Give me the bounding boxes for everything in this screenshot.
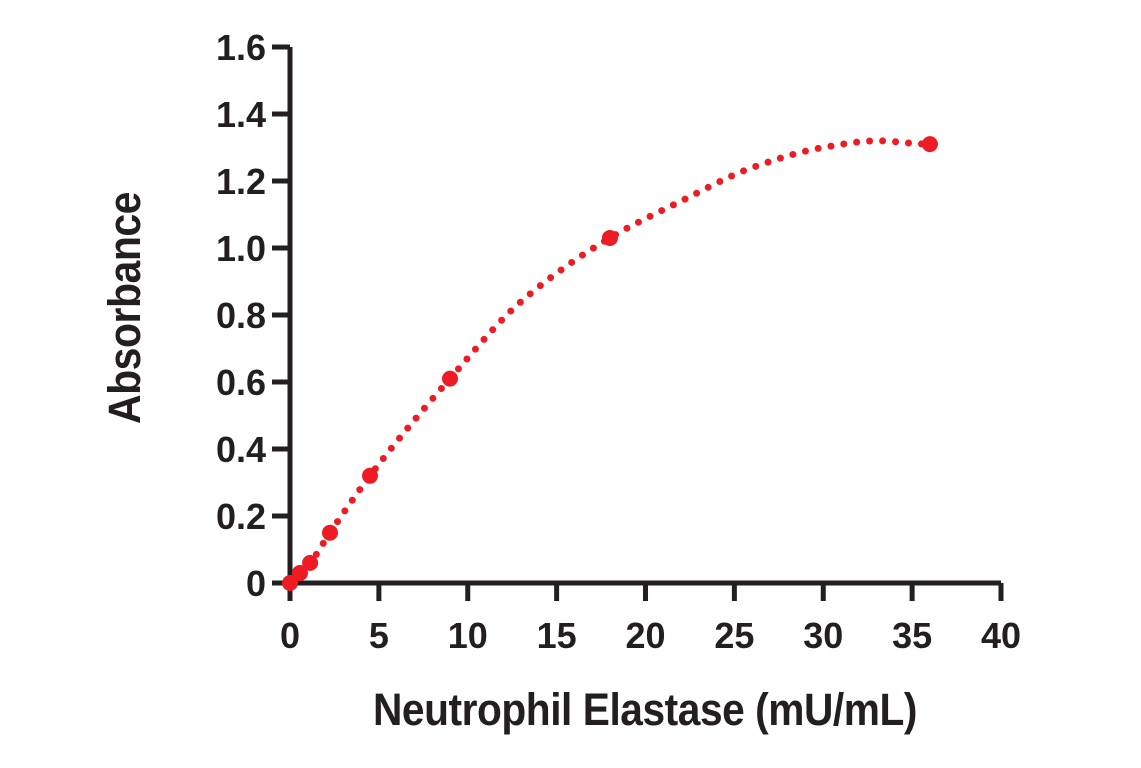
y-tick-label: 0 — [246, 563, 266, 604]
x-tick-label: 15 — [537, 615, 577, 656]
y-axis-title: Absorbance — [99, 192, 150, 424]
y-tick-label: 0.2 — [216, 496, 266, 537]
x-tick-label: 10 — [448, 615, 488, 656]
data-point — [601, 229, 618, 246]
x-tick-label: 35 — [892, 615, 932, 656]
y-tick-label: 0.4 — [216, 429, 266, 470]
x-tick-label: 40 — [981, 615, 1021, 656]
data-point — [302, 554, 319, 571]
trend-dotted-curve — [286, 137, 946, 587]
x-tick-label: 20 — [625, 615, 665, 656]
y-tick-label: 1.0 — [216, 228, 266, 269]
plot-area: 0 0.2 0.4 0.6 0.8 1.0 1.2 1.4 1.6 0 5 10 15 20 25 30 35 4… — [216, 27, 1021, 656]
y-tick-label: 1.2 — [216, 161, 266, 202]
x-tick-label: 25 — [714, 615, 754, 656]
y-tick-label: 1.4 — [216, 94, 266, 135]
data-point — [282, 575, 298, 591]
data-point — [321, 524, 338, 541]
x-tick-label: 0 — [280, 615, 300, 656]
x-axis-title: Neutrophil Elastase (mU/mL) — [373, 684, 917, 735]
data-point — [441, 370, 458, 387]
axis-spines — [287, 47, 1001, 586]
data-point — [361, 467, 378, 484]
data-point — [921, 136, 938, 153]
y-tick-label: 0.8 — [216, 295, 266, 336]
y-tick-label: 0.6 — [216, 362, 266, 403]
y-tick-label: 1.6 — [216, 27, 266, 68]
data-point — [291, 564, 308, 581]
x-tick-label: 30 — [803, 615, 843, 656]
x-tick-label: 5 — [369, 615, 389, 656]
